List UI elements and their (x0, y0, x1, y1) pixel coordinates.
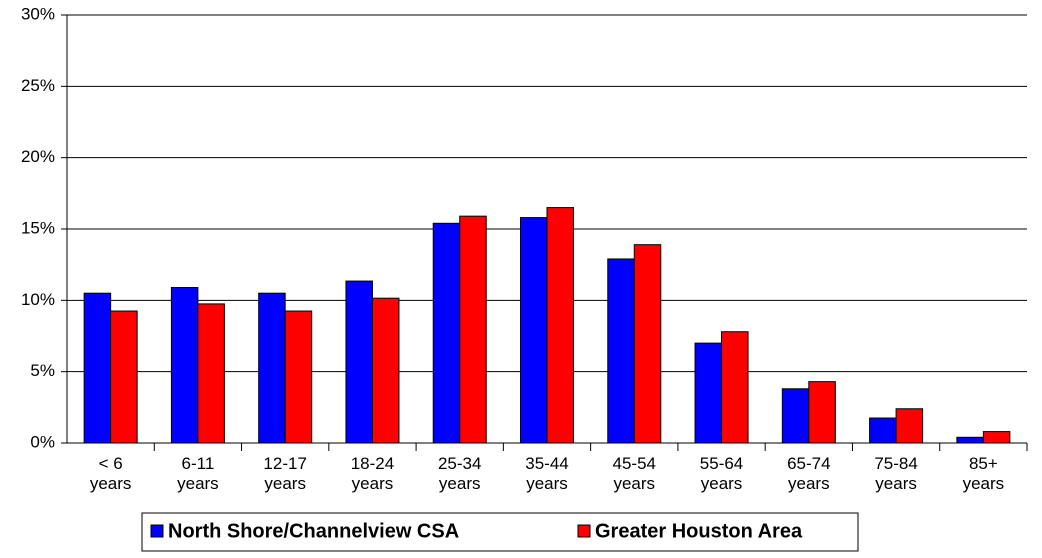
bar (459, 215, 487, 444)
bar (781, 388, 810, 444)
bar (371, 297, 400, 444)
bar (546, 207, 574, 444)
x-tick-label: 12-17 years (263, 454, 307, 493)
bar (956, 436, 984, 444)
y-tick-label: 5% (30, 361, 55, 380)
bar (633, 244, 662, 444)
x-tick-label: 65-74 years (787, 454, 831, 493)
x-tick-label: 18-24 years (350, 454, 395, 493)
x-tick-label: 45-54 years (612, 454, 656, 493)
x-tick-label: 55-64 years (699, 454, 744, 493)
x-tick-label: < 6 years (89, 454, 132, 493)
bar (808, 381, 836, 444)
legend-label: North Shore/Channelview CSA (168, 520, 459, 542)
bar (258, 292, 286, 444)
y-tick-label: 20% (21, 147, 55, 166)
x-tick-label: 25-34 years (437, 454, 482, 493)
bar (721, 331, 749, 444)
y-tick-label: 15% (21, 218, 55, 237)
bar (345, 280, 373, 444)
y-tick-label: 10% (21, 290, 55, 309)
bar (197, 303, 225, 444)
bar (869, 417, 897, 444)
x-tick-label: 6-11 years (177, 454, 219, 493)
bar (982, 431, 1011, 444)
x-tick-label: 35-44 years (525, 454, 569, 493)
y-tick-label: 25% (21, 76, 55, 95)
y-tick-label: 30% (21, 4, 55, 23)
bar (432, 222, 461, 444)
bar (520, 217, 548, 444)
y-tick-label: 0% (30, 432, 55, 451)
bar (607, 258, 635, 444)
legend-box (141, 512, 859, 552)
bar (83, 292, 112, 444)
legend-swatch (577, 524, 591, 538)
legend-label: Greater Houston Area (595, 520, 803, 542)
bar (694, 342, 723, 444)
bar (895, 408, 924, 444)
bar (284, 310, 313, 444)
x-tick-label: 75-84 years (874, 454, 918, 493)
legend-swatch (150, 524, 164, 538)
bar (170, 286, 199, 444)
x-tick-label: 85+ years (962, 454, 1005, 493)
bar (110, 310, 138, 444)
